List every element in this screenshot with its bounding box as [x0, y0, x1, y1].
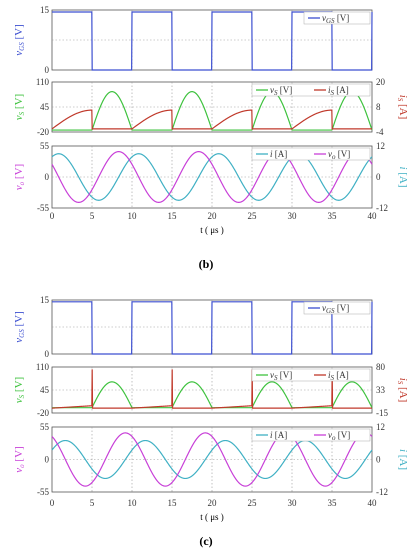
x-tick-label: 10	[128, 211, 138, 221]
x-tick-label: 25	[248, 211, 258, 221]
y-axis-label: vGS [V]	[13, 311, 26, 342]
y-right-axis-label: i [A]	[397, 449, 409, 470]
x-tick-label: 40	[368, 498, 378, 508]
y-tick-label: 110	[36, 77, 50, 87]
panel-c-3: 55 0 -55 12 0 -12 vo [V] i [A] i [A] vo [V]	[13, 422, 409, 497]
xlabel-b: t ( μs )	[200, 225, 224, 235]
y-right-axis-label: iS [A]	[396, 378, 409, 403]
y-tick-label: 0	[45, 455, 50, 465]
y-right-axis-label: iS [A]	[396, 95, 409, 120]
panel-b-3: 55 0 -55 12 0 -12 vo [V] i [A] i [A] vo [V]	[13, 141, 409, 213]
x-tick-label: 35	[328, 211, 338, 221]
x-tick-label: 15	[168, 498, 178, 508]
y-right-tick-label: 0	[376, 172, 381, 182]
xlabel-c: t ( μs )	[200, 512, 224, 522]
y-right-tick-label: 0	[376, 455, 381, 465]
legend-box	[251, 428, 371, 442]
series-line-vs	[52, 91, 373, 131]
y-axis-label: vo [V]	[13, 164, 26, 190]
legend-label: i [A]	[270, 149, 287, 159]
y-right-tick-label: 80	[376, 362, 386, 372]
x-tick-label: 30	[288, 211, 298, 221]
series-line-is	[51, 369, 372, 409]
x-tick-label: 0	[50, 211, 55, 221]
y-tick-label: 45	[40, 102, 50, 112]
legend-label: vo [V]	[328, 430, 350, 442]
series-line-i	[51, 153, 373, 201]
panel-b-1: 15 0 vGS [V] vGS [V]	[13, 5, 373, 75]
y-right-tick-label: -12	[376, 203, 388, 213]
y-tick-label: 0	[45, 172, 50, 182]
legend-box	[251, 368, 371, 382]
series-line-i	[51, 439, 373, 480]
y-right-tick-label: 12	[376, 422, 385, 432]
y-tick-label: 110	[36, 362, 50, 372]
legend-label: iS [A]	[328, 85, 349, 97]
series-line-is	[51, 109, 372, 130]
y-axis-label: vo [V]	[13, 446, 26, 472]
y-tick-label: 55	[40, 422, 50, 432]
x-tick-label: 20	[208, 211, 218, 221]
y-tick-label: -20	[37, 408, 49, 418]
x-tick-label: 5	[90, 498, 95, 508]
y-tick-label: -55	[37, 487, 49, 497]
caption-b: (b)	[199, 257, 214, 271]
y-right-tick-label: 8	[376, 102, 381, 112]
legend-label: vo [V]	[328, 149, 350, 161]
y-axis-label: vGS [V]	[13, 24, 26, 55]
legend-box	[303, 11, 371, 25]
x-tick-label: 10	[128, 498, 138, 508]
y-right-tick-label: -4	[376, 127, 384, 137]
x-tick-label: 35	[328, 498, 338, 508]
x-tick-label: 0	[50, 498, 55, 508]
y-tick-label: 0	[45, 65, 50, 75]
y-axis-label: vS [V]	[13, 377, 26, 403]
panel-b-2: 110 45 -20 20 8 -4 vS [V] iS [A] vS [V] iS [A]	[13, 77, 409, 137]
legend-label: i [A]	[270, 430, 287, 440]
y-right-tick-label: 12	[376, 141, 385, 151]
panel-c-2: 110 45 -20 80 33 -15 vS [V] iS [A] vS [V] iS [A]	[13, 362, 409, 418]
y-right-axis-label: i [A]	[397, 166, 409, 187]
y-right-tick-label: 33	[376, 385, 386, 395]
panel-c-1: 15 0 vGS [V] vGS [V]	[13, 295, 373, 359]
y-tick-label: 55	[40, 141, 50, 151]
legend-box	[303, 301, 371, 315]
legend-box	[251, 147, 371, 161]
legend-label: vGS [V]	[322, 13, 349, 25]
legend-label: iS [A]	[328, 370, 349, 382]
x-tick-label: 30	[288, 498, 298, 508]
caption-c: (c)	[199, 534, 212, 548]
y-tick-label: 15	[40, 5, 50, 15]
legend-label: vS [V]	[270, 370, 292, 382]
x-tick-label: 20	[208, 498, 218, 508]
y-right-tick-label: -15	[376, 408, 388, 418]
y-tick-label: -20	[37, 127, 49, 137]
legend-box	[251, 83, 371, 97]
series-line-vo	[51, 151, 373, 203]
y-right-tick-label: -12	[376, 487, 388, 497]
y-tick-label: 45	[40, 385, 50, 395]
series-line-vo	[51, 432, 373, 487]
x-tick-label: 40	[368, 211, 378, 221]
y-tick-label: 15	[40, 295, 50, 305]
legend-label: vGS [V]	[322, 303, 349, 315]
legend-label: vS [V]	[270, 85, 292, 97]
panels-layer: 15 0 vGS [V] vGS [V] 110 45 -20 20 8 -4 vS [V] iS […	[13, 5, 409, 508]
x-tick-label: 5	[90, 211, 95, 221]
y-tick-label: 0	[45, 349, 50, 359]
y-right-tick-label: 20	[376, 77, 386, 87]
y-axis-label: vS [V]	[13, 94, 26, 120]
x-tick-label: 15	[168, 211, 178, 221]
y-tick-label: -55	[37, 203, 49, 213]
x-tick-label: 25	[248, 498, 258, 508]
